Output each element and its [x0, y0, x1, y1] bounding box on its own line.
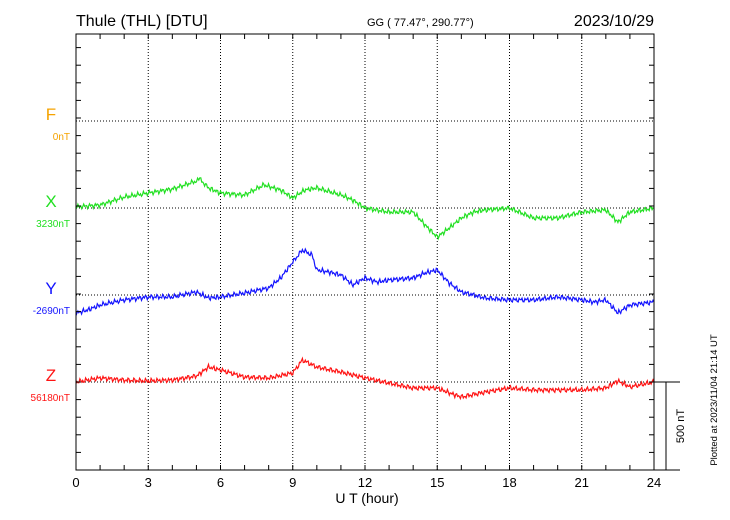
plot-frame	[75, 33, 655, 471]
series-name-x: X	[45, 192, 56, 211]
series-name-y: Y	[45, 279, 56, 298]
scale-label: 500 nT	[675, 409, 687, 444]
plotted-timestamp: Plotted at 2023/11/04 21:14 UT	[709, 334, 720, 466]
date-label: 2023/10/29	[574, 13, 654, 30]
traces	[75, 176, 655, 401]
series-baseline-z: 56180nT	[31, 393, 70, 404]
station-title: Thule (THL) [DTU]	[76, 13, 208, 30]
coordinates-label: GG ( 77.47°, 290.77°)	[367, 17, 474, 29]
x-tick-label: 18	[502, 475, 516, 490]
x-tick-label: 0	[72, 475, 79, 490]
x-tick-label: 21	[575, 475, 589, 490]
x-tick-label: 3	[145, 475, 152, 490]
series-name-f: F	[46, 105, 56, 124]
trace-x	[75, 176, 654, 241]
x-tick-label: 15	[430, 475, 444, 490]
series-baseline-y: -2690nT	[33, 306, 70, 317]
trace-y	[75, 247, 655, 316]
trace-z	[75, 356, 655, 401]
series-baseline-f: 0nT	[53, 132, 70, 143]
x-tick-label: 6	[217, 475, 224, 490]
x-tick-label: 9	[289, 475, 296, 490]
x-tick-label: 24	[647, 475, 661, 490]
grid	[76, 34, 654, 470]
series-name-z: Z	[46, 366, 56, 385]
series-labels: F 0nT X 3230nT Y -2690nT Z 56180nT	[31, 105, 70, 404]
axis-ticks: 0 3 6 9 12 15 18 21 24	[72, 34, 661, 490]
scale-bar: 500 nT	[654, 381, 687, 471]
series-baseline-x: 3230nT	[36, 219, 70, 230]
x-tick-label: 12	[358, 475, 372, 490]
x-axis-label: U T (hour)	[335, 490, 398, 506]
